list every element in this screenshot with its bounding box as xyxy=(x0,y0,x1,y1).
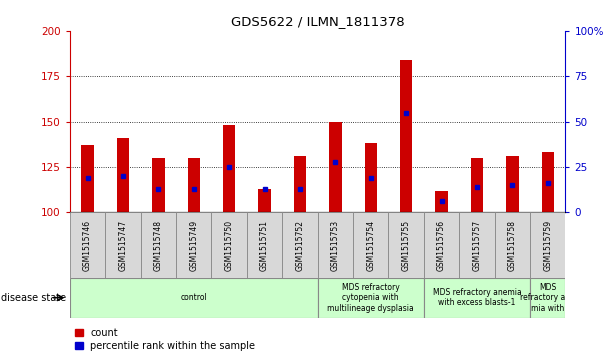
Text: GSM1515747: GSM1515747 xyxy=(119,220,128,270)
Bar xyxy=(506,156,519,212)
Text: GSM1515753: GSM1515753 xyxy=(331,220,340,270)
FancyBboxPatch shape xyxy=(70,278,317,318)
Text: MDS
refractory ane
mia with: MDS refractory ane mia with xyxy=(520,283,575,313)
Bar xyxy=(400,60,412,212)
Text: GSM1515749: GSM1515749 xyxy=(189,220,198,270)
FancyBboxPatch shape xyxy=(282,212,317,278)
Text: GSM1515751: GSM1515751 xyxy=(260,220,269,270)
Text: GSM1515755: GSM1515755 xyxy=(402,220,410,270)
FancyBboxPatch shape xyxy=(317,278,424,318)
FancyBboxPatch shape xyxy=(247,212,282,278)
Text: control: control xyxy=(181,293,207,302)
Bar xyxy=(223,125,235,212)
Bar xyxy=(258,189,271,212)
FancyBboxPatch shape xyxy=(389,212,424,278)
Bar xyxy=(435,191,447,212)
Bar xyxy=(294,156,306,212)
Bar xyxy=(117,138,130,212)
Text: disease state: disease state xyxy=(1,293,66,303)
Text: GSM1515748: GSM1515748 xyxy=(154,220,163,270)
Text: GSM1515758: GSM1515758 xyxy=(508,220,517,270)
Title: GDS5622 / ILMN_1811378: GDS5622 / ILMN_1811378 xyxy=(231,15,404,28)
FancyBboxPatch shape xyxy=(317,212,353,278)
FancyBboxPatch shape xyxy=(353,212,389,278)
FancyBboxPatch shape xyxy=(176,212,212,278)
Text: GSM1515746: GSM1515746 xyxy=(83,220,92,270)
Bar xyxy=(81,145,94,212)
Text: GSM1515754: GSM1515754 xyxy=(366,220,375,270)
FancyBboxPatch shape xyxy=(70,212,105,278)
Bar xyxy=(329,122,342,212)
FancyBboxPatch shape xyxy=(140,212,176,278)
Text: MDS refractory anemia
with excess blasts-1: MDS refractory anemia with excess blasts… xyxy=(432,288,521,307)
Bar xyxy=(152,158,165,212)
Bar xyxy=(471,158,483,212)
FancyBboxPatch shape xyxy=(105,212,140,278)
FancyBboxPatch shape xyxy=(530,212,565,278)
Text: GSM1515750: GSM1515750 xyxy=(225,220,233,270)
Bar xyxy=(365,143,377,212)
Bar xyxy=(188,158,200,212)
FancyBboxPatch shape xyxy=(495,212,530,278)
Text: GSM1515756: GSM1515756 xyxy=(437,220,446,270)
Text: GSM1515759: GSM1515759 xyxy=(543,220,552,270)
FancyBboxPatch shape xyxy=(424,212,459,278)
Text: MDS refractory
cytopenia with
multilineage dysplasia: MDS refractory cytopenia with multilinea… xyxy=(327,283,414,313)
Text: GSM1515757: GSM1515757 xyxy=(472,220,482,270)
Text: GSM1515752: GSM1515752 xyxy=(295,220,305,270)
FancyBboxPatch shape xyxy=(530,278,565,318)
FancyBboxPatch shape xyxy=(424,278,530,318)
FancyBboxPatch shape xyxy=(459,212,495,278)
Bar xyxy=(542,152,554,212)
Legend: count, percentile rank within the sample: count, percentile rank within the sample xyxy=(75,328,255,351)
FancyBboxPatch shape xyxy=(212,212,247,278)
